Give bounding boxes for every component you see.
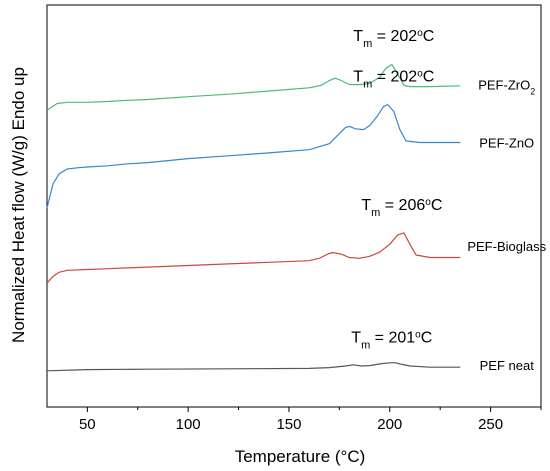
x-tick-label: 200 <box>377 416 402 433</box>
plot-frame <box>46 4 542 408</box>
series-line-pef-bioglass <box>46 232 461 284</box>
series-label: PEF-Bioglass <box>467 239 546 254</box>
series-labels: PEF-ZrO2 PEF-ZnO PEF-Bioglass PEF neat <box>467 78 546 373</box>
x-tick-label: 150 <box>276 416 301 433</box>
x-axis-label: Temperature (°C) <box>235 447 366 466</box>
melting-point-label: Tm = 202oC <box>353 68 434 91</box>
melting-point-annotations: Tm = 202oC Tm = 202oC Tm = 206oC Tm = 201oC <box>351 28 442 352</box>
series-label: PEF neat <box>480 358 535 373</box>
series-line-pef-neat <box>46 362 461 372</box>
x-tick-label: 50 <box>79 416 96 433</box>
x-tick-label: 100 <box>176 416 201 433</box>
plot-border <box>46 4 542 408</box>
melting-point-label: Tm = 206oC <box>361 197 442 220</box>
x-axis-ticks: 50 100 150 200 250 <box>79 407 542 433</box>
melting-point-label: Tm = 201oC <box>351 329 432 352</box>
series-label: PEF-ZnO <box>479 135 534 150</box>
series-label: PEF-ZrO2 <box>478 78 535 97</box>
series-curves <box>46 63 461 372</box>
x-tick-label: 250 <box>478 416 503 433</box>
series-line-pef-zno <box>46 104 461 209</box>
series-line-pef-zro2 <box>46 63 461 111</box>
y-axis-label: Normalized Heat flow (W/g) Endo up <box>9 67 28 343</box>
melting-point-label: Tm = 202oC <box>353 28 434 51</box>
